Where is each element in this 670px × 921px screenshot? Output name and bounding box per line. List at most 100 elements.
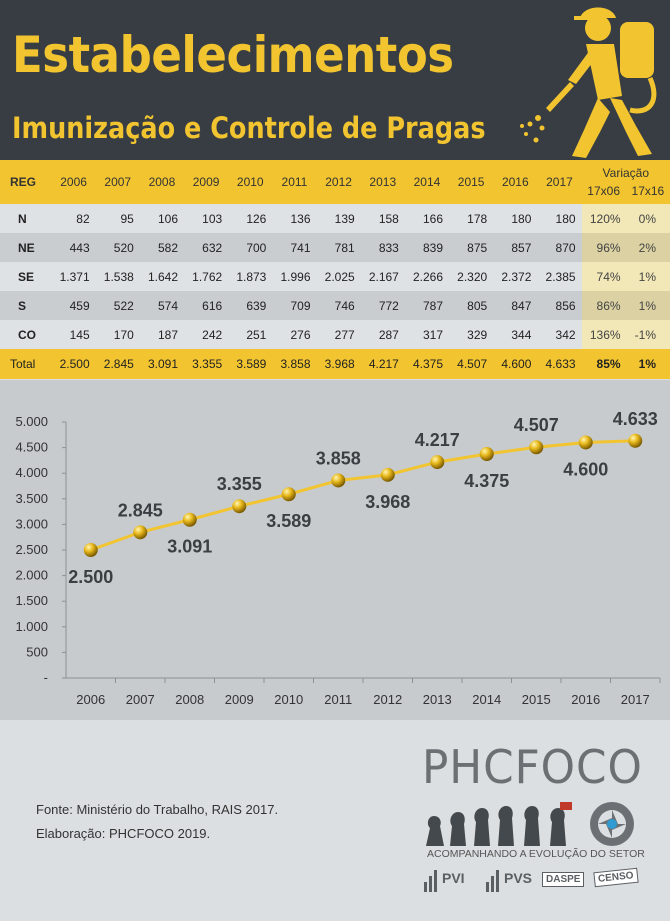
value-cell: 329 — [467, 327, 488, 342]
y-tick-label: 5.000 — [15, 414, 48, 429]
col-header-year: 2010 — [236, 175, 264, 189]
x-tick-label: 2006 — [76, 692, 105, 707]
value-cell: 2.385 — [545, 269, 576, 284]
data-label: 3.589 — [266, 511, 311, 531]
col-header-year: 2017 — [546, 175, 573, 189]
data-point — [628, 433, 643, 448]
x-tick-label: 2015 — [522, 692, 551, 707]
value-cell: 839 — [423, 240, 444, 255]
y-tick-label: 2.500 — [15, 542, 48, 557]
value-cell: 139 — [334, 211, 355, 226]
col-header-year: 2016 — [501, 175, 529, 189]
col-header-year: 2012 — [325, 175, 352, 189]
total-cell: 3.589 — [236, 357, 267, 371]
data-label: 4.375 — [464, 471, 509, 491]
value-cell: 2.025 — [324, 269, 355, 284]
value-cell: 344 — [511, 327, 532, 342]
value-cell: 287 — [378, 327, 399, 342]
total-variation-17x06: 85% — [596, 357, 621, 371]
source-note: Fonte: Ministério do Trabalho, RAIS 2017… — [36, 802, 279, 817]
value-cell: 2.266 — [413, 269, 444, 284]
value-cell: 145 — [69, 327, 90, 342]
col-header-year: 2009 — [192, 175, 220, 189]
region-cell: CO — [18, 327, 36, 342]
col-header-year: 2014 — [413, 175, 441, 189]
badge-censo: CENSO — [593, 867, 639, 888]
table-row: S 459 522 574 616 639 709 746 772 787 805 847 856 86%… — [0, 291, 670, 320]
value-cell: 126 — [246, 211, 267, 226]
value-cell: 170 — [113, 327, 134, 342]
table-row: NE 443 520 582 632 700 741 781 833 839 875 857 870 96… — [0, 233, 670, 262]
y-tick-label: 4.000 — [15, 465, 48, 480]
value-cell: 1.642 — [147, 269, 178, 284]
data-label: 4.217 — [415, 430, 460, 450]
value-cell: 857 — [511, 240, 532, 255]
evolution-silhouettes-icon — [426, 802, 572, 846]
data-label: 3.091 — [167, 537, 212, 557]
value-cell: 1.371 — [59, 269, 90, 284]
y-tick-label: - — [44, 670, 48, 685]
col-header-year: 2011 — [281, 175, 308, 189]
value-cell: 805 — [467, 298, 488, 313]
total-cell: 4.600 — [501, 357, 532, 371]
value-cell: 856 — [555, 298, 576, 313]
x-tick-label: 2009 — [225, 692, 254, 707]
y-tick-label: 1.500 — [15, 593, 48, 608]
col-header-reg: REG — [10, 175, 37, 189]
table-row: SE 1.371 1.538 1.642 1.762 1.873 1.996 2.025 2.1… — [0, 262, 670, 291]
value-cell: 178 — [467, 211, 488, 226]
value-cell: 166 — [423, 211, 444, 226]
value-cell: 106 — [157, 211, 178, 226]
x-tick-label: 2011 — [324, 692, 352, 707]
variation-17x06-cell: 120% — [581, 204, 627, 233]
elaboration-note: Elaboração: PHCFOCO 2019. — [36, 826, 211, 841]
data-label: 4.600 — [563, 459, 608, 479]
data-point — [83, 543, 98, 557]
data-label: 3.355 — [217, 474, 262, 494]
x-tick-label: 2012 — [373, 692, 402, 707]
value-cell: 700 — [246, 240, 267, 255]
y-tick-label: 3.500 — [15, 491, 48, 506]
value-cell: 772 — [378, 298, 399, 313]
value-cell: 251 — [246, 327, 267, 342]
value-cell: 616 — [202, 298, 223, 313]
variation-17x06-cell: 74% — [581, 262, 627, 291]
table-total-row: Total 2.500 2.845 3.091 3.355 3.589 3.858 3.968… — [0, 349, 670, 379]
value-cell: 95 — [120, 211, 134, 226]
badge-pvs: PVS — [504, 870, 533, 886]
pest-sprayer-icon — [520, 7, 657, 158]
data-label: 4.633 — [613, 409, 658, 429]
value-cell: 242 — [202, 327, 223, 342]
total-cell: 4.633 — [545, 357, 576, 371]
series-line — [90, 439, 636, 552]
data-label: 2.845 — [118, 500, 163, 520]
data-point — [281, 487, 296, 502]
x-tick-label: 2010 — [274, 692, 303, 707]
value-cell: 158 — [378, 211, 399, 226]
data-label: 2.500 — [68, 567, 113, 587]
variation-17x16-cell: 2% — [626, 233, 670, 262]
x-tick-label: 2016 — [571, 692, 600, 707]
data-label: 3.968 — [365, 492, 410, 512]
page-subtitle: Imunização e Controle de Pragas — [12, 111, 486, 145]
bars-icon — [486, 870, 499, 892]
value-cell: 709 — [290, 298, 311, 313]
total-cell: 3.968 — [324, 357, 355, 371]
data-label: 3.858 — [316, 448, 361, 468]
value-cell: 1.873 — [236, 269, 267, 284]
table-row: CO 145 170 187 242 251 276 277 287 317 329 344 342 13… — [0, 320, 670, 349]
value-cell: 459 — [69, 298, 90, 313]
col-header-year: 2015 — [457, 175, 485, 189]
region-cell: S — [18, 298, 27, 313]
total-cell: 2.845 — [103, 357, 134, 371]
region-cell: SE — [18, 269, 35, 284]
value-cell: 187 — [157, 327, 178, 342]
value-cell: 582 — [157, 240, 178, 255]
total-label: Total — [10, 357, 36, 371]
x-tick-label: 2008 — [175, 692, 204, 707]
value-cell: 82 — [76, 211, 90, 226]
data-point — [578, 435, 593, 450]
value-cell: 2.320 — [457, 269, 488, 284]
table-body: N 82 95 106 103 126 136 139 158 166 178 180 180 120% 0… — [0, 204, 670, 379]
total-cell: 3.355 — [192, 357, 223, 371]
